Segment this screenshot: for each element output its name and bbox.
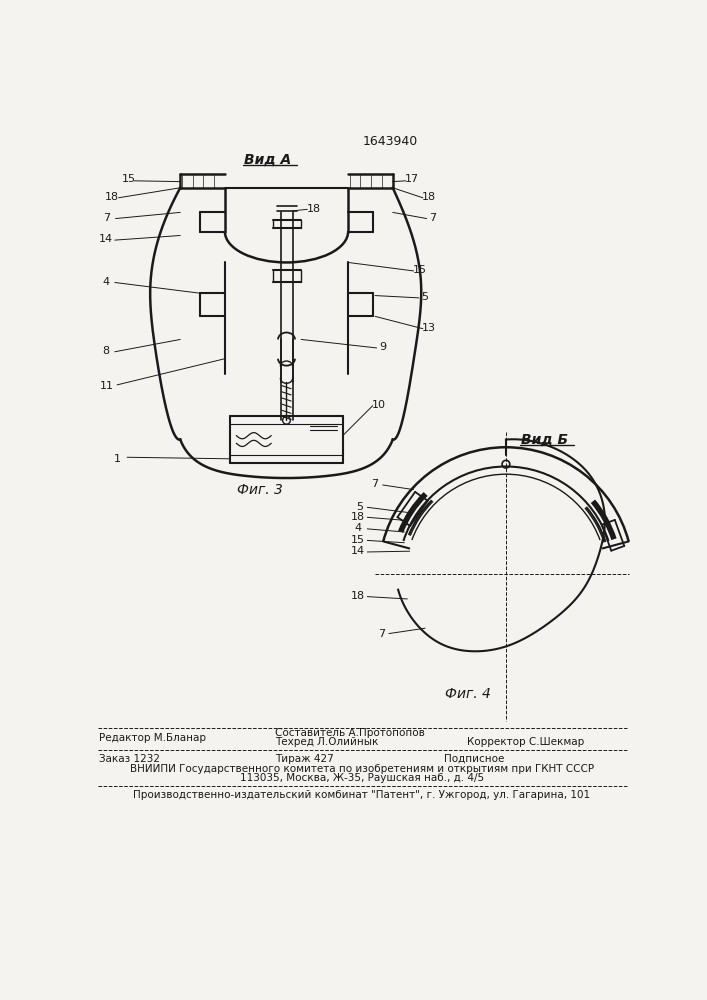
Text: 14: 14 xyxy=(98,234,112,244)
Text: Редактор М.Бланар: Редактор М.Бланар xyxy=(100,733,206,743)
Text: 113035, Москва, Ж-35, Раушская наб., д. 4/5: 113035, Москва, Ж-35, Раушская наб., д. … xyxy=(240,773,484,783)
Text: 8: 8 xyxy=(102,346,109,356)
Text: 13: 13 xyxy=(422,323,436,333)
Text: 7: 7 xyxy=(371,479,379,489)
Text: Вид Б: Вид Б xyxy=(521,433,568,447)
Text: 18: 18 xyxy=(351,512,365,522)
Text: 18: 18 xyxy=(105,192,119,202)
Text: 1643940: 1643940 xyxy=(363,135,418,148)
Text: 5: 5 xyxy=(356,502,363,512)
Text: 18: 18 xyxy=(351,591,365,601)
Text: 10: 10 xyxy=(372,400,386,410)
Text: 7: 7 xyxy=(429,213,436,223)
Text: Корректор С.Шекмар: Корректор С.Шекмар xyxy=(467,737,585,747)
Text: 4: 4 xyxy=(102,277,109,287)
Text: ВНИИПИ Государственного комитета по изобретениям и открытиям при ГКНТ СССР: ВНИИПИ Государственного комитета по изоб… xyxy=(130,764,594,774)
Text: 11: 11 xyxy=(100,381,114,391)
Text: 4: 4 xyxy=(354,523,362,533)
Text: 7: 7 xyxy=(378,629,385,639)
Text: 18: 18 xyxy=(306,204,320,214)
Text: Фиг. 4: Фиг. 4 xyxy=(445,687,491,701)
Text: 9: 9 xyxy=(379,342,386,352)
Text: 15: 15 xyxy=(122,174,136,184)
Text: Заказ 1232: Заказ 1232 xyxy=(100,754,160,764)
Text: Производственно-издательский комбинат "Патент", г. Ужгород, ул. Гагарина, 101: Производственно-издательский комбинат "П… xyxy=(134,790,590,800)
Text: 5: 5 xyxy=(421,292,428,302)
Text: Подписное: Подписное xyxy=(444,754,505,764)
Text: Тираж 427: Тираж 427 xyxy=(275,754,334,764)
Text: Вид А: Вид А xyxy=(244,153,291,167)
Text: 17: 17 xyxy=(405,174,419,184)
Text: 1: 1 xyxy=(114,454,121,464)
Text: 15: 15 xyxy=(413,265,427,275)
Text: Фиг. 3: Фиг. 3 xyxy=(237,483,283,497)
Text: 7: 7 xyxy=(103,213,110,223)
Text: Техред Л.Олийнык: Техред Л.Олийнык xyxy=(275,737,378,747)
Text: 18: 18 xyxy=(422,192,436,202)
Text: Составитель А.Протопопов: Составитель А.Протопопов xyxy=(275,728,425,738)
Text: 14: 14 xyxy=(351,546,365,556)
Text: 15: 15 xyxy=(351,535,365,545)
